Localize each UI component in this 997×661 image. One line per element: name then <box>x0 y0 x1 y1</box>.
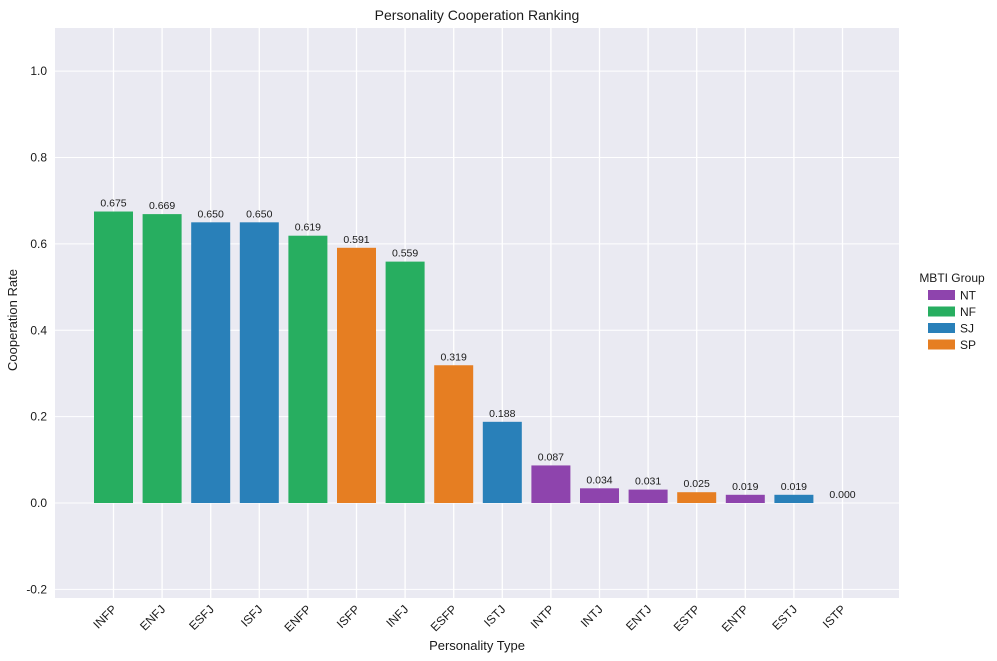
x-tick-label: ENTP <box>719 602 752 635</box>
y-tick-label: -0.2 <box>26 582 47 596</box>
x-tick-label: INFP <box>90 602 119 631</box>
x-tick-label: ESFP <box>428 602 460 634</box>
x-tick-label: ESFJ <box>186 602 217 633</box>
bar-esfj <box>191 222 231 503</box>
bar-estj <box>774 494 814 503</box>
bar-value-label: 0.669 <box>149 200 175 212</box>
bar-infj <box>385 261 425 503</box>
legend-title: MBTI Group <box>919 271 985 285</box>
y-tick-label: 0.4 <box>30 323 47 337</box>
bar-value-label: 0.591 <box>343 234 369 246</box>
bar-entj <box>628 489 668 503</box>
x-tick-label: INTJ <box>578 602 606 630</box>
bar-value-label: 0.031 <box>635 476 661 488</box>
x-tick-label: ISFP <box>334 602 363 631</box>
bar-esfp <box>434 365 474 503</box>
bar-value-label: 0.675 <box>100 198 126 210</box>
bar-value-label: 0.188 <box>489 408 515 420</box>
y-tick-label: 0.0 <box>30 496 47 510</box>
bar-value-label: 0.019 <box>781 481 807 493</box>
y-tick-label: 0.6 <box>30 237 47 251</box>
y-tick-label: 0.8 <box>30 151 47 165</box>
bar-value-label: 0.619 <box>295 222 321 234</box>
x-tick-label: ESTJ <box>769 602 800 633</box>
bar-estp <box>677 492 717 503</box>
x-tick-label: ENFJ <box>137 602 168 633</box>
bar-enfp <box>288 235 328 504</box>
x-tick-label: ISTP <box>820 602 849 631</box>
legend: MBTI Group NT NF SJ SP <box>919 271 985 352</box>
bar-value-label: 0.650 <box>198 208 224 220</box>
x-tick-label: ENTJ <box>623 602 654 633</box>
legend-swatch-sp <box>928 339 955 350</box>
bar-value-label: 0.650 <box>246 208 272 220</box>
chart-title: Personality Cooperation Ranking <box>375 7 580 23</box>
legend-entry-sp: SP <box>960 338 976 352</box>
bar-value-label: 0.019 <box>732 481 758 493</box>
bar-entp <box>725 494 765 503</box>
bar-istj <box>482 421 522 503</box>
x-tick-label: ENFP <box>281 602 314 635</box>
y-axis-label: Cooperation Rate <box>5 269 20 371</box>
legend-swatch-nt <box>928 290 955 300</box>
x-axis-label: Personality Type <box>429 638 525 653</box>
bar-value-label: 0.319 <box>441 351 467 363</box>
bar-enfj <box>142 214 182 503</box>
legend-entry-sj: SJ <box>960 322 974 336</box>
bar-intp <box>531 465 571 503</box>
bar-isfp <box>337 247 376 503</box>
legend-swatch-sj <box>928 323 955 333</box>
bar-value-label: 0.559 <box>392 248 418 260</box>
y-tick-label: 0.2 <box>30 410 47 424</box>
bar-value-label: 0.025 <box>684 478 710 490</box>
legend-swatch-nf <box>928 306 955 317</box>
bar-value-label: 0.000 <box>829 489 855 501</box>
x-tick-label: ESTP <box>671 602 703 634</box>
x-tick-label: INFJ <box>383 602 411 630</box>
bar-intj <box>580 488 619 503</box>
bar-infp <box>94 211 133 504</box>
x-tick-label: ISFJ <box>238 602 265 629</box>
bar-isfj <box>239 222 279 503</box>
bar-value-label: 0.087 <box>538 451 564 463</box>
legend-entry-nt: NT <box>960 289 977 303</box>
x-tick-label: ISTJ <box>481 602 508 629</box>
x-tick-label: INTP <box>528 602 557 631</box>
bar-value-label: 0.034 <box>586 474 612 486</box>
legend-entry-nf: NF <box>960 305 976 319</box>
y-tick-label: 1.0 <box>30 64 47 78</box>
